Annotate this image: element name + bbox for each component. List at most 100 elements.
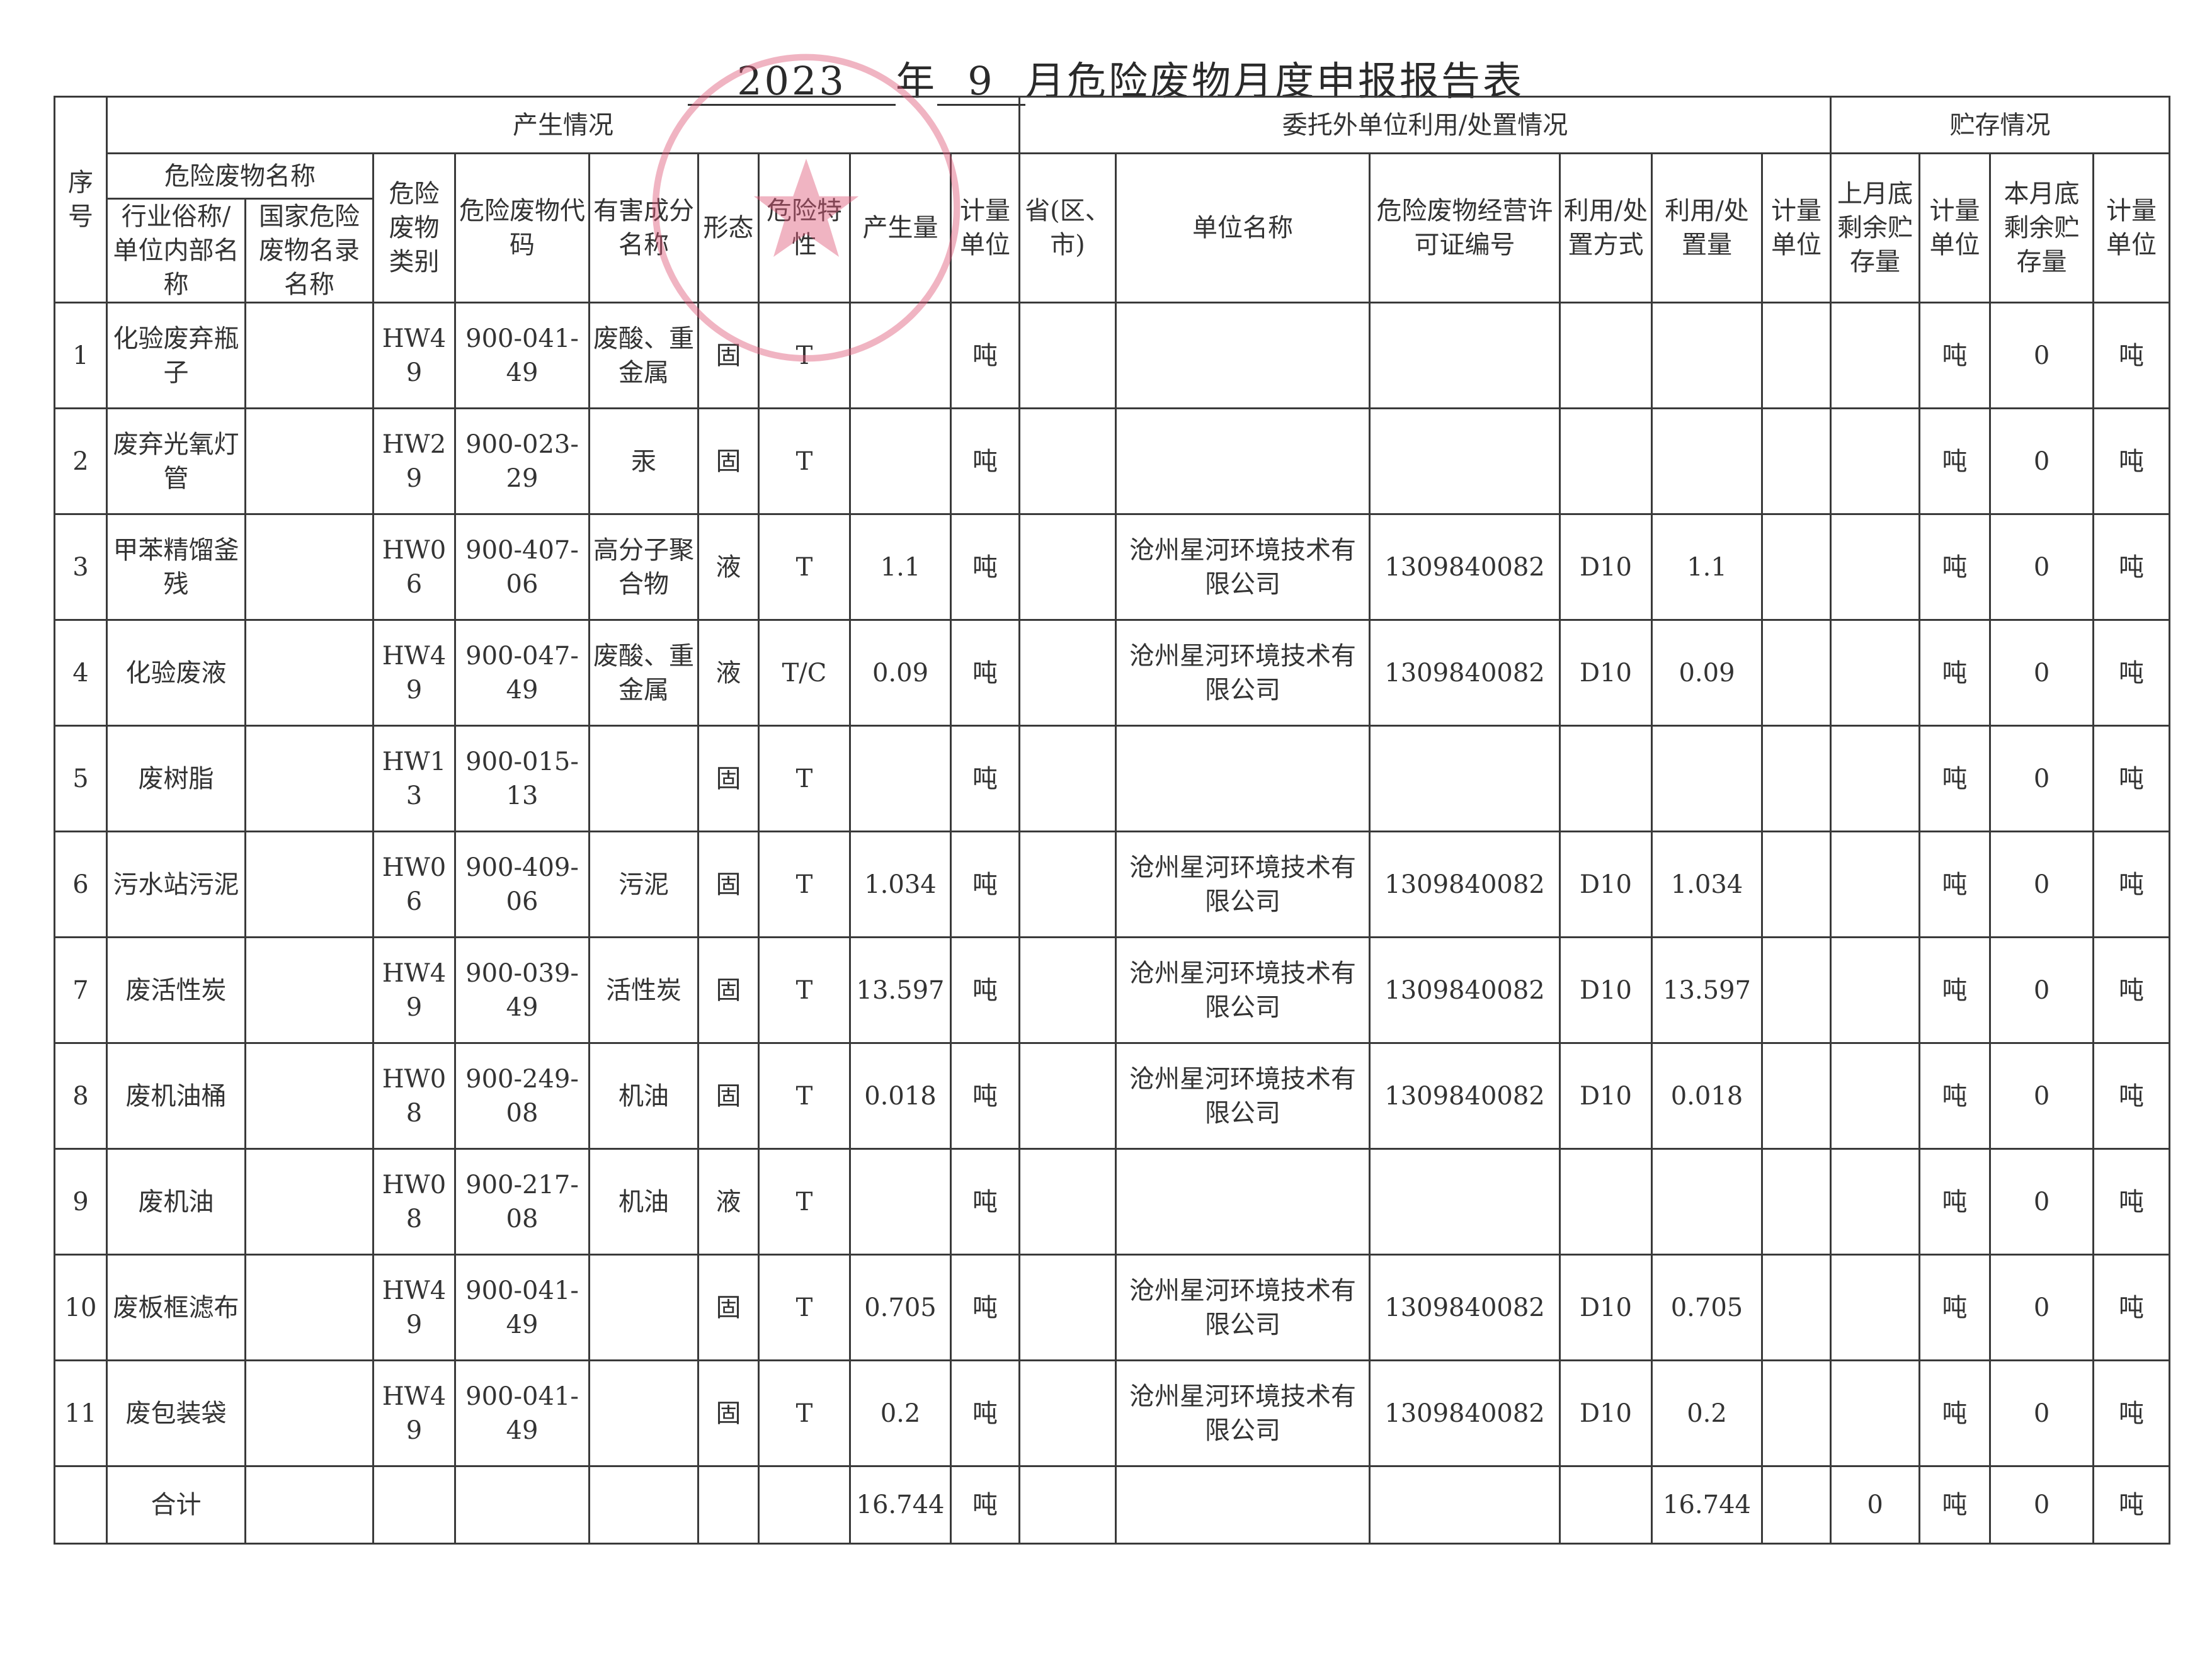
cell-amount <box>849 302 952 409</box>
cell-disposed: 1.034 <box>1651 831 1763 938</box>
cell-company: 沧州星河环境技术有限公司 <box>1115 513 1371 621</box>
header-amount: 产生量 <box>849 152 952 303</box>
cell-seq: 8 <box>54 1042 108 1150</box>
cell-unit: 吨 <box>950 407 1020 515</box>
cell-name: 废板框滤布 <box>106 1254 246 1361</box>
cell-last <box>1830 1359 1921 1467</box>
cell-amount: 0.09 <box>849 619 952 727</box>
header-license: 危险废物经营许可证编号 <box>1369 152 1561 303</box>
cell-harmful: 活性炭 <box>588 936 699 1044</box>
cell-seq: 4 <box>54 619 108 727</box>
cell-unit3: 吨 <box>1918 831 1992 938</box>
cell-unit2 <box>1760 831 1832 938</box>
cell-remain: 0 <box>1989 1148 2095 1256</box>
table-row: 6 污水站污泥 HW06 900-409-06 污泥固 T 1.034 吨沧州星河环境技术有限… <box>54 831 2171 938</box>
header-production: 产生情况 <box>106 96 1020 154</box>
cell-amount <box>849 1148 952 1256</box>
header-storage: 贮存情况 <box>1830 96 2171 154</box>
cell-last <box>1830 725 1921 832</box>
header-industry-name: 行业俗称/单位内部名称 <box>106 198 246 303</box>
cell-category: HW08 <box>372 1042 456 1150</box>
table-row: 1 化验废弃瓶子 HW49 900-041-49 废酸、重金属固 T 吨吨 0 吨 <box>54 302 2171 409</box>
cell-province <box>1018 302 1117 409</box>
cell-name: 废机油 <box>106 1148 246 1256</box>
cell-license: 1309840082 <box>1369 513 1561 621</box>
cell-method <box>1559 407 1653 515</box>
cell-amount: 0.018 <box>849 1042 952 1150</box>
cell-category: HW29 <box>372 407 456 515</box>
cell-form: 固 <box>697 725 760 832</box>
cell-unit: 吨 <box>950 1042 1020 1150</box>
table-row: 11 废包装袋 HW49 900-041-49 固 T 0.2 吨沧州星河环境技术有限公司 13… <box>54 1359 2171 1467</box>
cell-disposed <box>1651 407 1763 515</box>
cell-company: 沧州星河环境技术有限公司 <box>1115 619 1371 727</box>
cell-name: 废机油桶 <box>106 1042 246 1150</box>
cell-remain: 0 <box>1989 1254 2095 1361</box>
cell-form: 固 <box>697 831 760 938</box>
cell-code: 900-015-13 <box>454 725 590 832</box>
cell-remain: 0 <box>1989 407 2095 515</box>
cell-seq: 10 <box>54 1254 108 1361</box>
cell-harmful: 污泥 <box>588 831 699 938</box>
cell-disposed: 1.1 <box>1651 513 1763 621</box>
total-province <box>1018 1465 1117 1545</box>
cell-remain: 0 <box>1989 1042 2095 1150</box>
cell-method: D10 <box>1559 936 1653 1044</box>
cell-national <box>244 407 374 515</box>
cell-category: HW49 <box>372 302 456 409</box>
cell-unit4: 吨 <box>2092 1042 2171 1150</box>
total-license <box>1369 1465 1561 1545</box>
total-national <box>244 1465 374 1545</box>
cell-unit2 <box>1760 1148 1832 1256</box>
cell-unit4: 吨 <box>2092 619 2171 727</box>
cell-remain: 0 <box>1989 1359 2095 1467</box>
cell-last <box>1830 407 1921 515</box>
cell-license: 1309840082 <box>1369 619 1561 727</box>
total-seq <box>54 1465 108 1545</box>
cell-license <box>1369 725 1561 832</box>
table-row: 9 废机油 HW08 900-217-08 机油液 T 吨吨 0 吨 <box>54 1148 2171 1256</box>
cell-last <box>1830 1148 1921 1256</box>
cell-unit4: 吨 <box>2092 936 2171 1044</box>
header-category: 危险废物类别 <box>372 152 456 303</box>
cell-seq: 3 <box>54 513 108 621</box>
cell-hazard: T <box>758 302 851 409</box>
header-last-month: 上月底剩余贮存量 <box>1830 152 1921 303</box>
cell-disposed: 0.2 <box>1651 1359 1763 1467</box>
cell-unit: 吨 <box>950 513 1020 621</box>
table-row: 3 甲苯精馏釜残 HW06 900-407-06 高分子聚合物液 T 1.1 吨沧州星河环境技… <box>54 513 2171 621</box>
cell-category: HW49 <box>372 619 456 727</box>
cell-form: 固 <box>697 936 760 1044</box>
cell-method: D10 <box>1559 513 1653 621</box>
cell-unit2 <box>1760 407 1832 515</box>
cell-national <box>244 302 374 409</box>
cell-unit4: 吨 <box>2092 831 2171 938</box>
cell-province <box>1018 1359 1117 1467</box>
cell-unit: 吨 <box>950 302 1020 409</box>
cell-province <box>1018 936 1117 1044</box>
cell-last <box>1830 831 1921 938</box>
cell-harmful: 高分子聚合物 <box>588 513 699 621</box>
cell-unit3: 吨 <box>1918 725 1992 832</box>
cell-remain: 0 <box>1989 936 2095 1044</box>
header-method: 利用/处置方式 <box>1559 152 1653 303</box>
cell-amount: 13.597 <box>849 936 952 1044</box>
cell-license <box>1369 407 1561 515</box>
cell-name: 废树脂 <box>106 725 246 832</box>
cell-code: 900-047-49 <box>454 619 590 727</box>
cell-form: 固 <box>697 1042 760 1150</box>
cell-amount <box>849 725 952 832</box>
cell-harmful <box>588 1359 699 1467</box>
cell-national <box>244 619 374 727</box>
cell-license <box>1369 1148 1561 1256</box>
cell-national <box>244 1359 374 1467</box>
cell-province <box>1018 1148 1117 1256</box>
header-company: 单位名称 <box>1115 152 1371 303</box>
cell-unit3: 吨 <box>1918 936 1992 1044</box>
cell-category: HW49 <box>372 1254 456 1361</box>
cell-method: D10 <box>1559 619 1653 727</box>
cell-company: 沧州星河环境技术有限公司 <box>1115 831 1371 938</box>
cell-method <box>1559 725 1653 832</box>
cell-hazard: T <box>758 1254 851 1361</box>
cell-company <box>1115 407 1371 515</box>
